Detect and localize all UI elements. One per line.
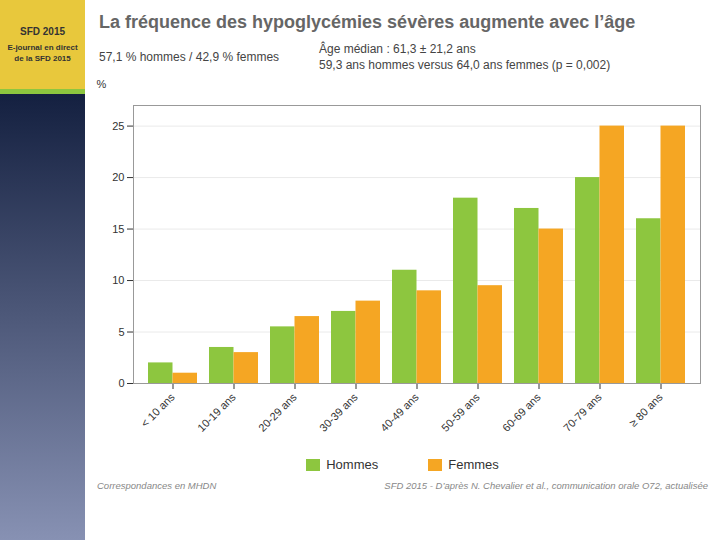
html-text:57,1 % hommes / 42,9 % femmes: 57,1 % hommes / 42,9 % femmes <box>99 50 280 65</box>
svg-text:60-69 ans: 60-69 ans <box>500 391 543 434</box>
html-text:Âge médian : 61,3 ± 21,2 ans: Âge médian : 61,3 ± 21,2 ans <box>319 42 476 56</box>
svg-text:< 10 ans: < 10 ans <box>138 391 177 430</box>
svg-text:50-59 ans: 50-59 ans <box>439 391 482 434</box>
svg-text:5: 5 <box>118 326 124 338</box>
svg-text:10-19 ans: 10-19 ans <box>195 391 238 434</box>
html-text:SFD 2015 - D’après N. Chevalie: SFD 2015 - D’après N. Chevalier et al., … <box>384 480 708 492</box>
svg-text:0: 0 <box>118 377 124 389</box>
svg-text:15: 15 <box>112 223 124 235</box>
svg-text:25: 25 <box>112 120 124 132</box>
svg-text:70-79 ans: 70-79 ans <box>561 391 604 434</box>
html-text:Correspondances en MHDN: Correspondances en MHDN <box>97 480 217 492</box>
svg-text:30-39 ans: 30-39 ans <box>317 391 360 434</box>
svg-text:20-29 ans: 20-29 ans <box>256 391 299 434</box>
svg-text:10: 10 <box>112 274 124 286</box>
html-text:SFD 2015: SFD 2015 <box>20 25 65 37</box>
svg-text:≥ 80 ans: ≥ 80 ans <box>627 391 666 430</box>
html-text:E-journal en direct de la SFD: E-journal en direct de la SFD 2015 <box>7 42 78 63</box>
svg-text:20: 20 <box>112 171 124 183</box>
svg-text:%: % <box>97 79 107 91</box>
svg-text:40-49 ans: 40-49 ans <box>378 391 421 434</box>
html-text:Hommes: Hommes <box>326 457 379 473</box>
html-text:Femmes: Femmes <box>448 457 499 473</box>
html-text:59,3 ans hommes versus 64,0 an: 59,3 ans hommes versus 64,0 ans femmes (… <box>319 58 611 73</box>
html-text:La fréquence des hypoglycémies: La fréquence des hypoglycémies sévères a… <box>99 12 636 32</box>
